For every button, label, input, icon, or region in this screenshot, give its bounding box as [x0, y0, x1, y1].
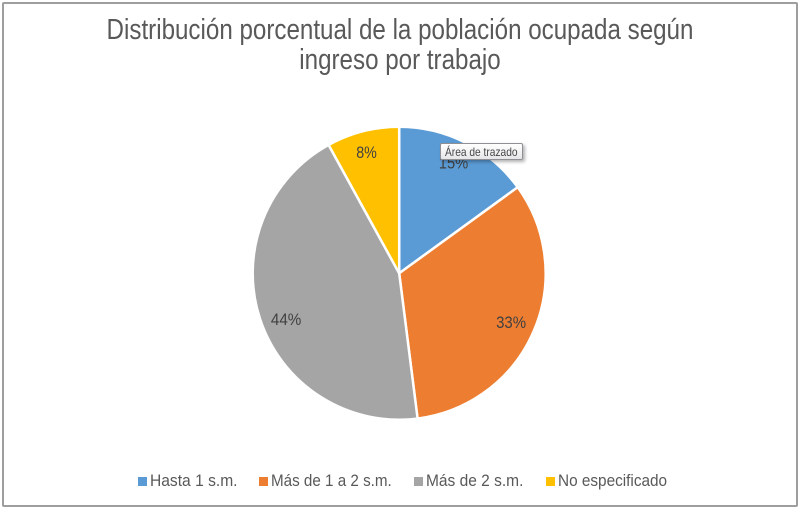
svg-text:8%: 8%: [356, 143, 377, 162]
svg-text:44%: 44%: [271, 310, 302, 329]
svg-text:33%: 33%: [496, 313, 526, 332]
